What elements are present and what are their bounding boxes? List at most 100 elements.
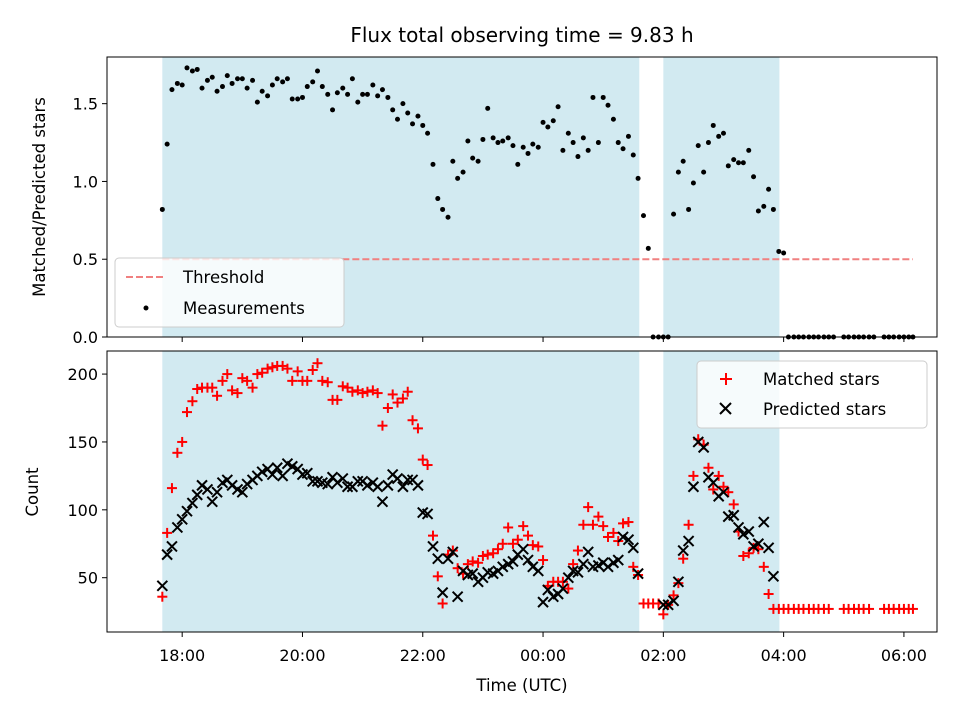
ratio-x-ticks [181, 337, 905, 342]
matched-star-point [212, 390, 223, 401]
measurement-point [319, 84, 325, 90]
predicted-marker-b [376, 495, 389, 508]
predicted-marker-b [617, 531, 629, 543]
matched-star-point [518, 521, 529, 532]
measurement-point [671, 211, 677, 217]
measurement-point [675, 169, 681, 175]
matched-star-point [227, 385, 238, 396]
measurement-point [620, 146, 626, 152]
predicted-star-point [181, 505, 193, 517]
predicted-star-point [397, 481, 409, 493]
predicted-marker-b [191, 489, 203, 501]
matched-star-point [362, 386, 373, 397]
measurement-point [575, 154, 581, 160]
measurement-point [194, 66, 200, 72]
matched-legend-label: Matched stars [763, 370, 880, 389]
matched-legend-swatch [720, 373, 732, 385]
measurement-point [280, 79, 286, 85]
predicted-marker-b [221, 474, 233, 486]
matched-star-point [432, 571, 443, 582]
predicted-marker-b [732, 521, 745, 534]
measurement-point [555, 104, 561, 110]
measurement-point [445, 214, 451, 220]
predicted-marker-b [451, 590, 464, 603]
measurement-point [535, 144, 541, 150]
predicted-star-point [451, 590, 464, 603]
predicted-marker-b [311, 475, 324, 488]
predicted-stars-series [156, 436, 780, 611]
matched-star-point [708, 484, 719, 495]
predicted-marker-b [572, 566, 584, 578]
measurement-point [545, 124, 551, 130]
matched-star-point [683, 519, 694, 530]
count-legend: Matched stars Predicted stars [696, 360, 928, 429]
measurement-point [405, 110, 411, 116]
matched-star-point [412, 423, 423, 434]
measurement-point [550, 118, 556, 124]
predicted-star-point [507, 555, 519, 568]
predicted-marker-b [412, 479, 424, 492]
x-tick-label: 06:00 [881, 646, 927, 665]
ratio-panel: 0.0 0.5 1.0 1.5 Matched/Predicted stars Thr… [30, 56, 938, 347]
predicted-marker-b [697, 441, 710, 454]
measurement-point [269, 82, 275, 88]
count-panel: 50 100 150 200 18:00 20:00 22:00 00:00 02:00 04:… [23, 350, 938, 695]
measurement-point [766, 186, 772, 192]
measurement-point [199, 85, 205, 91]
predicted-marker-b [752, 538, 765, 550]
predicted-marker-b [557, 582, 569, 595]
measurement-point [310, 79, 316, 85]
measurement-point [179, 82, 185, 88]
measurement-point [304, 84, 310, 90]
matched-star-point [317, 375, 328, 386]
observing-window-shading [162, 351, 780, 632]
predicted-marker-b [266, 468, 279, 481]
matched-star-point [823, 603, 834, 614]
predicted-marker-b [758, 516, 770, 528]
predicted-marker-b [337, 472, 349, 485]
matched-star-point [222, 369, 233, 380]
measurement-point [415, 113, 421, 119]
predicted-marker-b [682, 535, 695, 547]
matched-star-point [282, 363, 293, 374]
count-panel-frame [106, 350, 938, 633]
matched-star-point [678, 553, 689, 564]
measurement-point [425, 130, 431, 136]
measurement-point [340, 85, 346, 91]
measurement-point [720, 130, 726, 136]
matched-star-point [623, 517, 634, 528]
measurement-point [184, 65, 190, 71]
predicted-marker-b [352, 475, 364, 488]
predicted-star-point [557, 582, 569, 595]
matched-star-point [177, 436, 188, 447]
matched-star-point [503, 522, 514, 533]
predicted-marker-b [417, 506, 429, 519]
matched-star-point [372, 388, 383, 399]
x-tick-label: 22:00 [400, 646, 446, 665]
predicted-marker-b [402, 474, 414, 486]
matched-star-point [688, 470, 699, 481]
predicted-marker-b [171, 521, 184, 534]
predicted-star-point [632, 567, 644, 580]
predicted-star-point [421, 508, 434, 520]
measurement-point [239, 76, 245, 82]
predicted-marker-b [627, 542, 639, 554]
observing-window [663, 57, 780, 337]
predicted-marker-b [728, 509, 740, 521]
x-tick-label: 18:00 [159, 646, 205, 665]
predicted-star-point [271, 462, 283, 474]
matched-star-point [598, 521, 609, 532]
predicted-marker-b [161, 548, 173, 561]
predicted-marker-b [717, 486, 730, 498]
predicted-marker-b [737, 528, 750, 540]
measurement-point [164, 141, 170, 147]
matched-star-point [157, 591, 168, 602]
predicted-marker-b [687, 481, 700, 493]
measurement-point [736, 160, 742, 166]
matched-star-point [512, 534, 523, 545]
measurement-point [284, 76, 290, 82]
measurement-point [299, 94, 305, 100]
predicted-marker-b [632, 567, 644, 580]
matched-star-point [583, 502, 594, 513]
